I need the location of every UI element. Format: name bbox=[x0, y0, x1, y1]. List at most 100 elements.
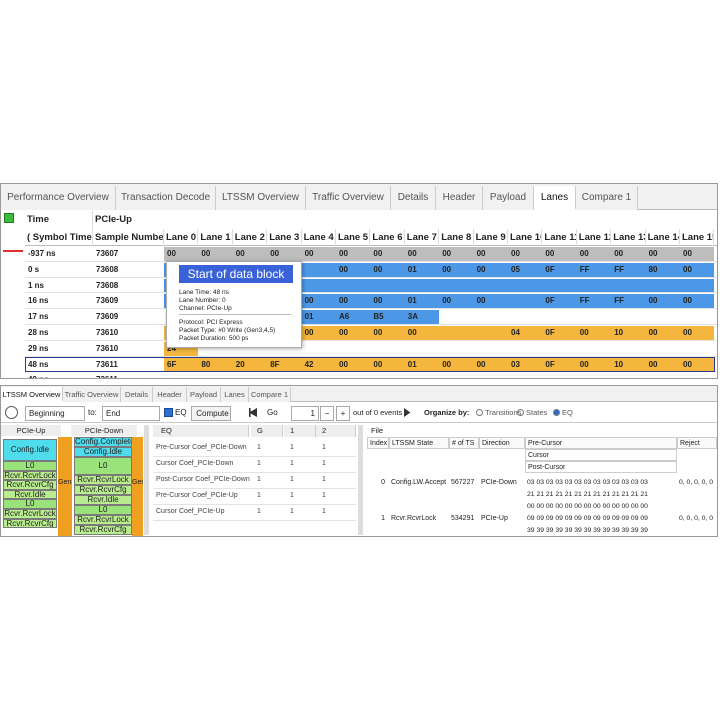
time-cell: 29 ns bbox=[28, 343, 49, 353]
sample-cell: 73611 bbox=[93, 372, 164, 378]
tab[interactable]: Header bbox=[436, 186, 483, 210]
lane-cell: 00 bbox=[579, 328, 589, 337]
radio[interactable] bbox=[553, 409, 560, 416]
lane-cell: 10 bbox=[614, 328, 624, 337]
state-box: Rcvr.RcvrCfg bbox=[74, 525, 132, 535]
tab[interactable]: Traffic Overview bbox=[63, 387, 121, 402]
tab[interactable]: Performance Overview bbox=[1, 186, 116, 210]
file-reject: 0, 0, 0, 0, 0 bbox=[679, 479, 714, 486]
tab[interactable]: Details bbox=[391, 186, 436, 210]
lane-cell: 00 bbox=[476, 249, 486, 258]
lane-cell: 80 bbox=[201, 359, 211, 369]
eq-cell: 1 bbox=[257, 460, 261, 467]
file-direction: PCIe-Up bbox=[481, 515, 508, 522]
lane-cell: 00 bbox=[442, 264, 452, 274]
lane-header: Lane 4 bbox=[302, 229, 336, 246]
tab[interactable]: Header bbox=[153, 387, 187, 402]
lane-cell: 05 bbox=[511, 264, 520, 274]
state-box: L0 bbox=[74, 505, 132, 515]
event-input[interactable]: 1 bbox=[291, 406, 319, 421]
tab[interactable]: LTSSM Overview bbox=[216, 186, 306, 210]
tab[interactable]: Details bbox=[121, 387, 153, 402]
state-box: Rcvr.RcvrLock bbox=[3, 470, 57, 481]
row-line bbox=[25, 339, 717, 341]
lane-cell: 00 bbox=[407, 328, 417, 337]
lane-cell: 00 bbox=[304, 296, 314, 306]
lane-cell: 01 bbox=[301, 310, 336, 324]
lane-cell: 00 bbox=[683, 328, 692, 337]
lane-cell: FF bbox=[614, 296, 624, 306]
minus-button[interactable]: − bbox=[320, 406, 334, 421]
tab[interactable]: LTSSM Overview bbox=[1, 387, 63, 402]
tab[interactable]: Traffic Overview bbox=[306, 186, 391, 210]
tab[interactable]: Payload bbox=[187, 387, 221, 402]
lane-cell: 00 bbox=[648, 249, 658, 258]
lane-cell: 00 bbox=[373, 359, 383, 369]
tab[interactable]: Lanes bbox=[534, 186, 576, 210]
eq-cell: Pre-Cursor Coef_PCIe-Up bbox=[156, 492, 238, 499]
to-dropdown[interactable]: End bbox=[102, 406, 160, 421]
tab[interactable]: Payload bbox=[483, 186, 534, 210]
radio[interactable] bbox=[476, 409, 483, 416]
lane-cell: 00 bbox=[373, 328, 383, 337]
plus-button[interactable]: + bbox=[336, 406, 350, 421]
sample-cell: 73610 bbox=[96, 343, 119, 353]
radio-label: EQ bbox=[562, 408, 573, 417]
sample-cell: 73609 bbox=[96, 296, 119, 306]
eq-checkbox-label: EQ bbox=[175, 408, 187, 417]
sample-cell: 73611 bbox=[96, 359, 118, 369]
lane-cell: 00 bbox=[579, 359, 589, 369]
tab[interactable]: Compare 1 bbox=[249, 387, 291, 402]
eq-cell: 1 bbox=[257, 476, 261, 483]
tab[interactable]: Lanes bbox=[221, 387, 249, 402]
tab[interactable]: Compare 1 bbox=[576, 186, 638, 210]
file-state: Rcvr.RcvrLock bbox=[391, 515, 437, 522]
eq-checkbox[interactable] bbox=[164, 408, 173, 417]
file-label: File bbox=[371, 426, 384, 435]
first-button[interactable] bbox=[249, 408, 257, 417]
file-direction: PCIe-Down bbox=[481, 479, 517, 486]
radio-label: Transitions bbox=[485, 408, 521, 417]
tooltip-line: Lane Time: 48 ns bbox=[179, 289, 229, 296]
compute-button[interactable]: Compute bbox=[191, 406, 231, 421]
file-header: Index bbox=[367, 437, 389, 449]
lane-cell: 00 bbox=[339, 359, 348, 369]
last-button[interactable] bbox=[404, 408, 411, 417]
lane-cell: 00 bbox=[201, 249, 211, 258]
lane-cell: 0F bbox=[545, 359, 555, 369]
row-line bbox=[25, 276, 717, 278]
eq-cell: 1 bbox=[257, 444, 261, 451]
lane-cell: FF bbox=[579, 296, 590, 306]
radio[interactable] bbox=[517, 409, 524, 416]
lane-cell: 00 bbox=[648, 296, 658, 306]
file-coef: 09 09 09 09 09 09 09 09 09 09 09 09 09 bbox=[527, 515, 648, 522]
file-ts: 534291 bbox=[451, 515, 475, 522]
lane-cell: 20 bbox=[235, 359, 245, 369]
sample-cell: 73610 bbox=[96, 328, 119, 337]
refresh-button[interactable] bbox=[5, 406, 18, 419]
state-box: L0 bbox=[3, 499, 57, 509]
lane-cell: 00 bbox=[339, 249, 348, 258]
file-reject: 0, 0, 0, 0, 0 bbox=[679, 515, 714, 522]
from-dropdown[interactable]: Beginning bbox=[25, 406, 85, 421]
go-button[interactable]: Go bbox=[267, 408, 278, 417]
eq-header: EQ bbox=[153, 425, 249, 437]
lane-cell: 00 bbox=[339, 264, 348, 274]
state-box: Rcvr.RcvrLock bbox=[74, 515, 132, 525]
lane-cell: 04 bbox=[511, 328, 520, 337]
tab[interactable]: Transaction Decode bbox=[116, 186, 216, 210]
time-cell: 0 s bbox=[28, 264, 40, 274]
lane-cell: 01 bbox=[407, 296, 417, 306]
time-header: Time bbox=[25, 211, 93, 229]
lane-cell: FF bbox=[614, 264, 624, 274]
eq-header: 1 bbox=[284, 425, 316, 437]
lane-cell: 00 bbox=[407, 249, 417, 258]
lane-header: Lane 8 bbox=[439, 229, 474, 246]
channel-header: PCIe-Up bbox=[95, 214, 132, 225]
tooltip-divider bbox=[179, 314, 291, 315]
lane-cell: 00 bbox=[373, 249, 383, 258]
eq-cell: 1 bbox=[322, 476, 326, 483]
time-cell: 28 ns bbox=[28, 328, 49, 337]
ltssm-panel: LTSSM Overview Traffic Overview Details Hea… bbox=[0, 385, 718, 537]
state-box: Rcvr.Idle bbox=[3, 489, 57, 500]
